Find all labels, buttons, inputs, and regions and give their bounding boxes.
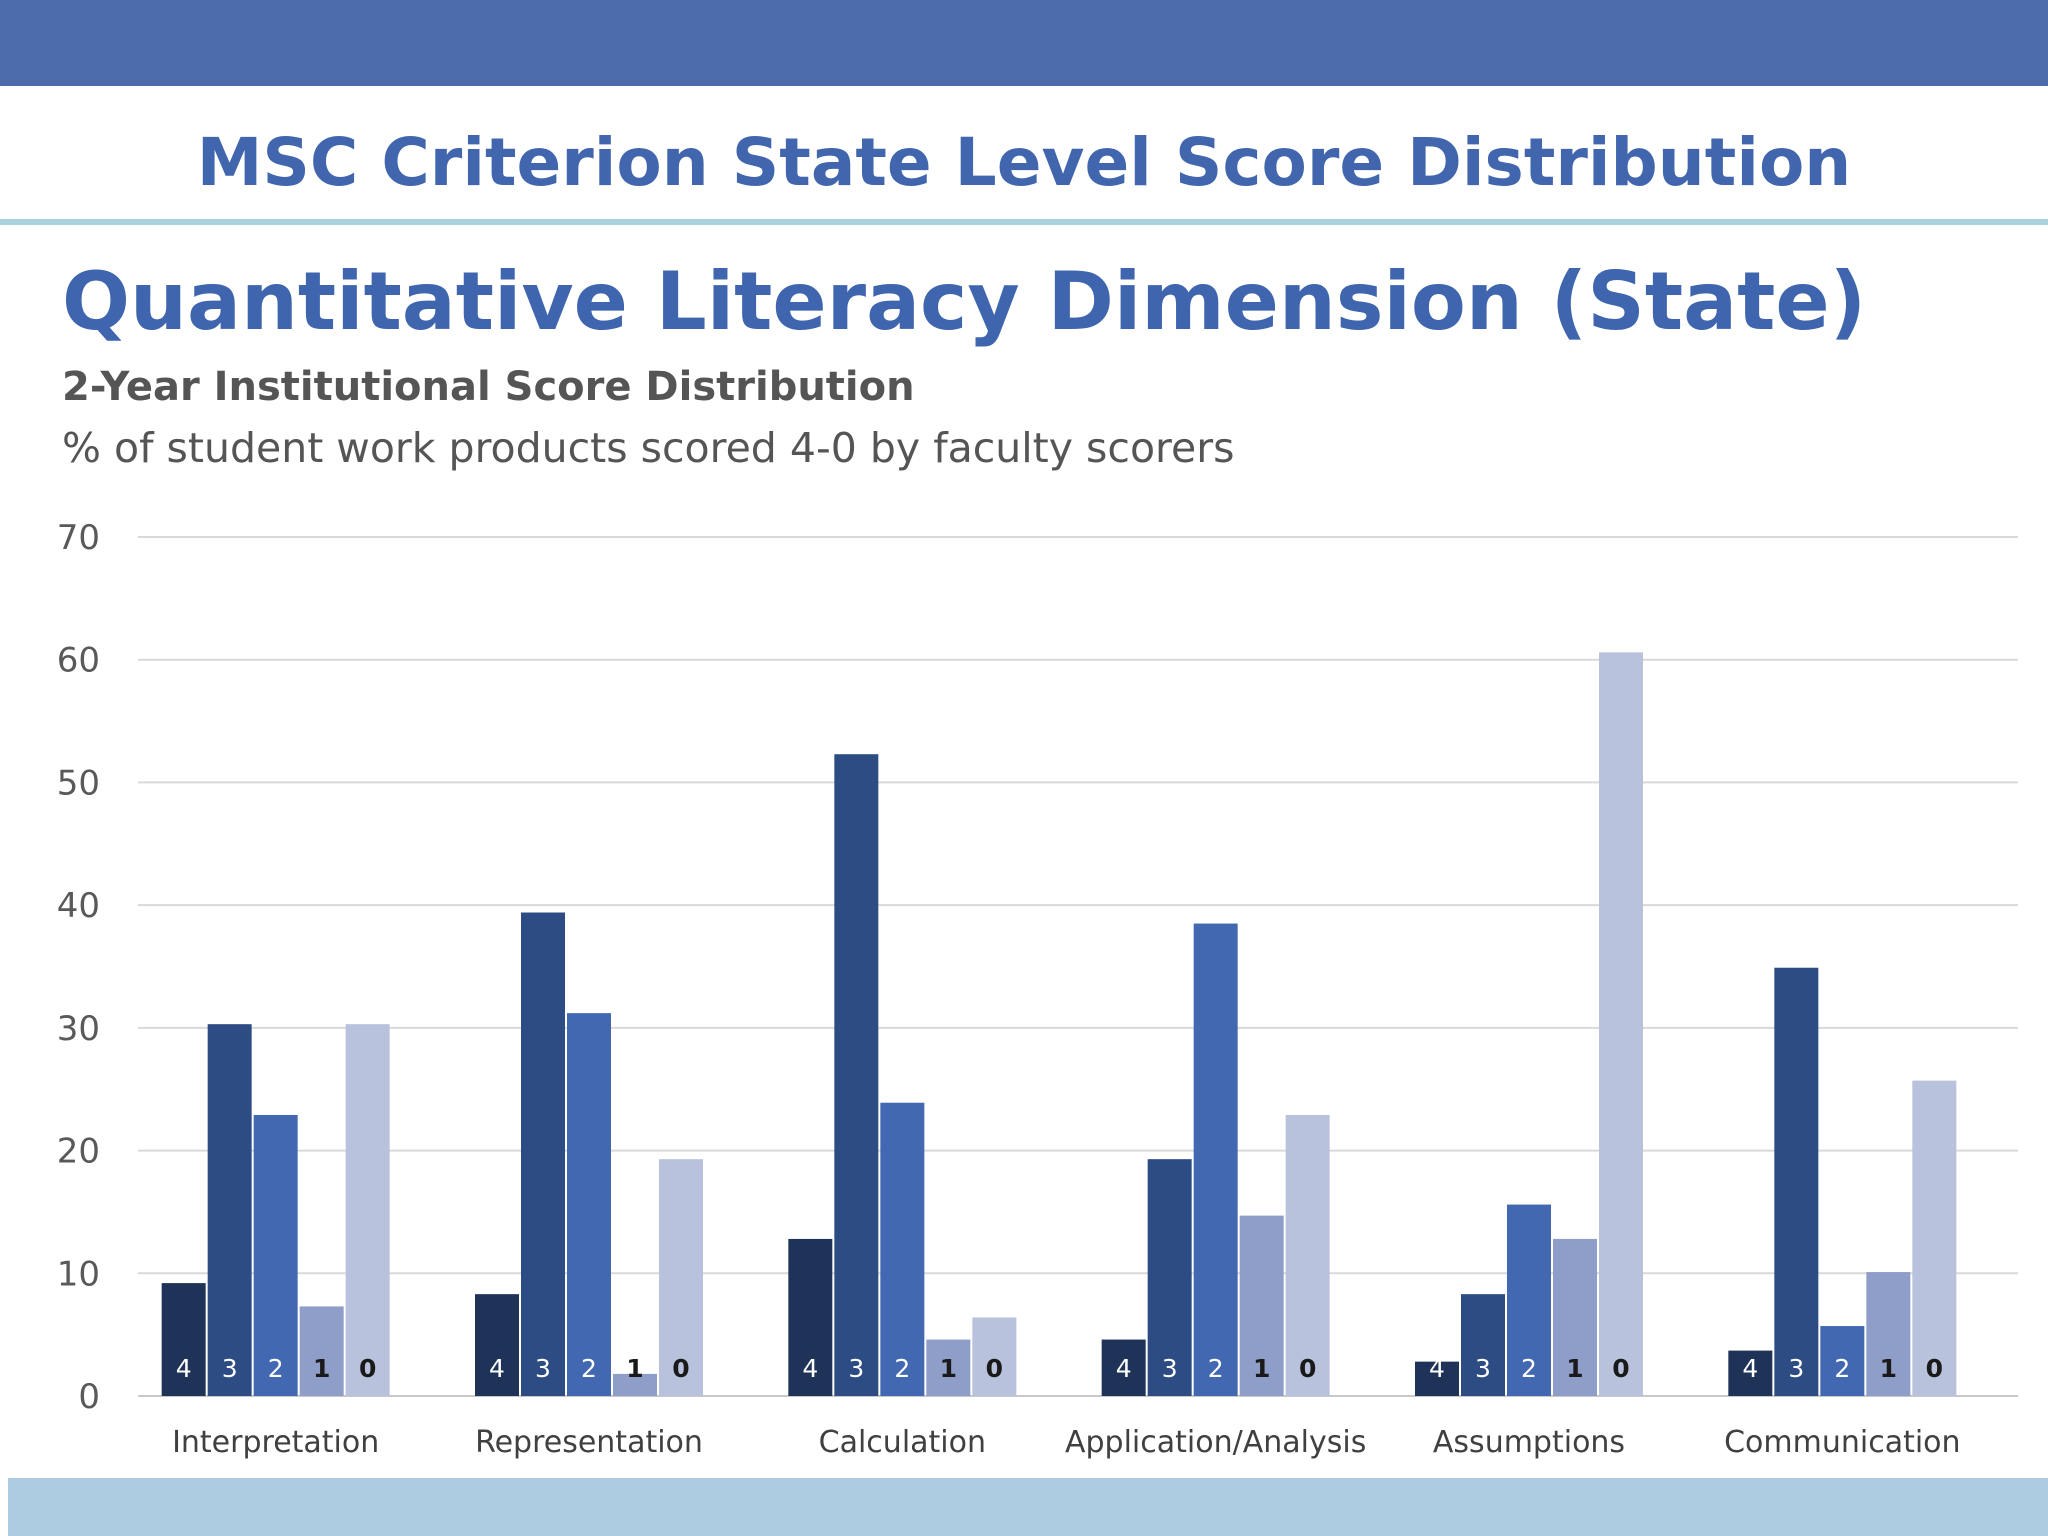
- series-label: 4: [1116, 1354, 1132, 1383]
- bar: [659, 1159, 703, 1396]
- x-category-label: Assumptions: [1433, 1425, 1625, 1460]
- series-label: 2: [894, 1354, 910, 1383]
- series-label: 3: [1788, 1354, 1804, 1383]
- bar: [613, 1373, 657, 1396]
- series-label: 4: [1429, 1354, 1445, 1383]
- series-label: 2: [581, 1354, 597, 1383]
- x-category-label: Communication: [1724, 1425, 1960, 1460]
- bar: [475, 1294, 519, 1396]
- series-label: 1: [940, 1354, 957, 1383]
- series-label: 0: [1612, 1354, 1629, 1383]
- series-label: 2: [1208, 1354, 1224, 1383]
- series-label: 4: [489, 1354, 505, 1383]
- y-tick-label: 50: [57, 763, 100, 803]
- chart-caption: % of student work products scored 4-0 by…: [62, 424, 1235, 472]
- series-label: 4: [802, 1354, 818, 1383]
- bar: [1553, 1238, 1597, 1396]
- series-label: 1: [1253, 1354, 1270, 1383]
- y-tick-label: 60: [57, 641, 100, 681]
- x-category-label: Calculation: [819, 1425, 986, 1460]
- bar: [1147, 1159, 1192, 1396]
- bar: [1912, 1080, 1957, 1396]
- bar: [253, 1114, 298, 1396]
- series-label: 1: [1880, 1354, 1897, 1383]
- chart-title: Quantitative Literacy Dimension (State): [62, 255, 1867, 348]
- series-label: 0: [1299, 1354, 1316, 1383]
- bar: [1193, 923, 1238, 1396]
- page-title: MSC Criterion State Level Score Distribu…: [196, 124, 1852, 201]
- bar: [880, 1102, 925, 1396]
- series-label: 3: [848, 1354, 864, 1383]
- bar: [1820, 1326, 1865, 1396]
- series-label: 3: [222, 1354, 238, 1383]
- y-tick-label: 10: [57, 1254, 100, 1294]
- y-tick-label: 30: [57, 1009, 100, 1049]
- series-label: 0: [986, 1354, 1003, 1383]
- series-label: 2: [1521, 1354, 1537, 1383]
- y-tick-label: 20: [57, 1132, 100, 1172]
- y-tick-label: 40: [57, 886, 100, 926]
- series-label: 3: [1475, 1354, 1491, 1383]
- bar: [834, 754, 879, 1396]
- bottom-banner-bar: [8, 1478, 2048, 1536]
- series-label: 3: [1162, 1354, 1178, 1383]
- y-tick-label: 0: [78, 1377, 100, 1417]
- bar: [299, 1306, 344, 1396]
- series-label: 2: [1834, 1354, 1850, 1383]
- series-label: 4: [176, 1354, 192, 1383]
- x-category-label: Interpretation: [172, 1425, 379, 1460]
- top-banner-bar: [0, 0, 2048, 86]
- series-label: 0: [1926, 1354, 1943, 1383]
- bar: [1599, 652, 1643, 1396]
- bar: [1507, 1204, 1551, 1396]
- series-label: 2: [268, 1354, 284, 1383]
- bar: [1461, 1294, 1505, 1396]
- series-label: 3: [535, 1354, 551, 1383]
- series-label: 1: [313, 1354, 330, 1383]
- bar: [1239, 1215, 1284, 1396]
- series-label: 4: [1742, 1354, 1758, 1383]
- bar: [161, 1283, 206, 1396]
- chart-subtitle: 2-Year Institutional Score Distribution: [62, 364, 915, 410]
- bar: [567, 1013, 611, 1396]
- bar: [926, 1339, 971, 1396]
- series-label: 1: [626, 1354, 643, 1383]
- bar: [1728, 1350, 1773, 1396]
- bar: [521, 912, 565, 1396]
- y-tick-label: 70: [57, 518, 100, 558]
- header-divider: [0, 219, 2048, 225]
- bar: [1774, 967, 1819, 1396]
- x-category-label: Representation: [475, 1425, 703, 1460]
- bar: [1415, 1361, 1459, 1396]
- bar: [1101, 1339, 1146, 1396]
- x-category-label: Application/Analysis: [1065, 1425, 1366, 1460]
- bar: [788, 1238, 833, 1396]
- bar: [207, 1024, 252, 1396]
- series-label: 0: [359, 1354, 376, 1383]
- bar: [1866, 1272, 1911, 1396]
- bar: [972, 1317, 1017, 1396]
- series-label: 0: [672, 1354, 689, 1383]
- bar: [345, 1024, 390, 1396]
- bar: [1285, 1114, 1330, 1396]
- series-label: 1: [1566, 1354, 1583, 1383]
